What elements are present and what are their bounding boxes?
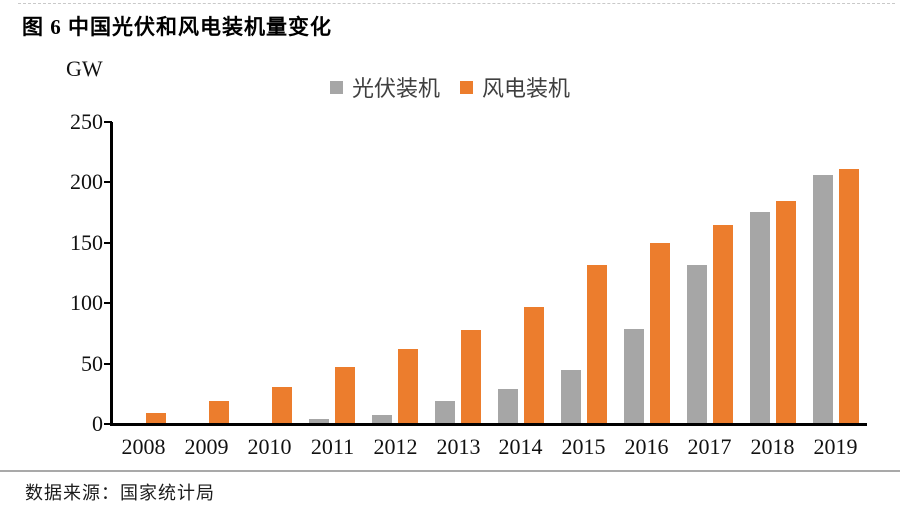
x-axis-label-2018: 2018 [750,434,795,459]
chart-legend: 光伏装机 风电装机 [0,71,900,103]
x-axis-label-2013: 2013 [436,434,481,459]
bar-solar-2011 [309,419,329,423]
x-axis-label-2008: 2008 [121,434,166,459]
y-tick-label: 250 [70,109,103,134]
y-tick-label: 200 [70,169,103,195]
y-tick-label: 150 [70,229,103,255]
y-tick-label: 50 [81,350,103,376]
x-axis-label-2010: 2010 [247,434,292,459]
y-tick-label: 100 [70,290,103,316]
x-axis-label-2019: 2019 [813,434,858,459]
data-source: 数据来源：国家统计局 [25,483,215,503]
x-axis-label-2009: 2009 [184,434,229,459]
x-axis-label-2015: 2015 [561,434,606,459]
bar-wind-2017 [713,225,733,423]
bar-wind-2019 [839,169,859,423]
x-axis-label-2017: 2017 [687,434,732,459]
top-dashed-border [18,3,895,4]
bar-wind-2010 [272,387,292,423]
x-axis-label-2014: 2014 [498,434,543,459]
bar-solar-2013 [435,401,455,423]
bar-wind-2013 [461,330,481,423]
chart-title: 图 6 中国光伏和风电装机量变化 [22,15,332,39]
legend-item-solar: 光伏装机 [329,71,440,103]
solar-legend-swatch-icon [329,80,343,94]
y-axis-tick [104,241,112,244]
y-axis-unit-label: GW [66,56,103,81]
bar-wind-2014 [524,307,544,423]
bar-wind-2011 [335,367,355,423]
legend-item-wind: 风电装机 [460,71,570,103]
bar-wind-2012 [398,349,418,423]
legend-label-wind: 风电装机 [482,76,571,101]
y-tick-label: 0 [92,411,103,436]
bar-wind-2016 [650,243,670,423]
bar-solar-2016 [624,329,644,423]
x-axis-label-2012: 2012 [373,434,418,459]
y-axis-tick [104,181,112,184]
bar-wind-2009 [209,401,229,423]
x-axis-label-2016: 2016 [624,434,669,459]
wind-legend-swatch-icon [460,80,473,94]
footer-divider [0,470,900,472]
bar-solar-2018 [750,212,770,423]
bar-solar-2019 [813,175,833,423]
bar-wind-2018 [776,201,796,423]
bar-wind-2008 [146,413,166,423]
y-axis-tick [104,121,112,123]
y-axis-tick [104,362,112,365]
legend-label-solar: 光伏装机 [351,76,440,101]
bar-solar-2014 [498,389,518,423]
bar-solar-2017 [687,265,707,423]
y-axis-tick [104,423,112,425]
x-axis-label-2011: 2011 [310,434,355,459]
bar-wind-2015 [587,265,607,423]
y-axis-line [110,122,113,426]
x-axis-line [110,423,867,426]
bar-solar-2015 [561,370,581,423]
bar-solar-2012 [372,415,392,423]
y-axis-tick [104,302,112,305]
